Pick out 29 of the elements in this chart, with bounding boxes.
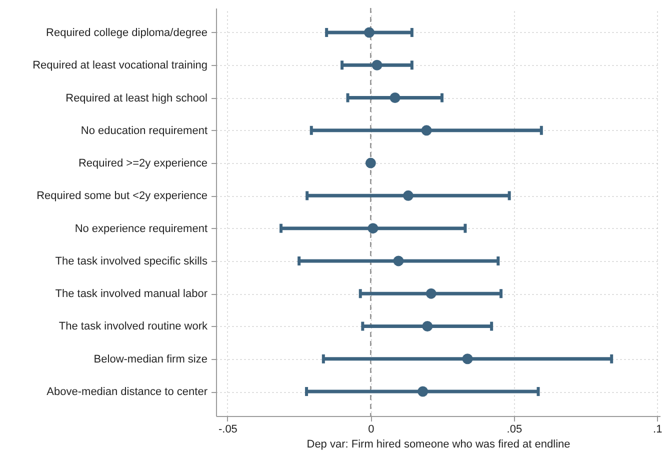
y-tick-label: Above-median distance to center [46, 386, 208, 398]
x-tick-label: -.05 [218, 424, 238, 436]
y-tick-label: No education requirement [80, 124, 208, 137]
point [426, 288, 436, 299]
y-tick-label: The task involved specific skills [55, 255, 208, 268]
point [462, 354, 473, 364]
x-tick-label: .1 [653, 424, 662, 436]
y-tick-label: Required >=2y experience [78, 158, 208, 170]
point [402, 190, 414, 201]
y-tick-label: Required some but <2y experience [36, 190, 208, 202]
point [372, 60, 382, 70]
y-tick-label: Below-median firm size [94, 353, 208, 366]
y-tick-label: Required college diploma/degree [46, 26, 208, 39]
point [364, 27, 374, 38]
point [365, 158, 376, 168]
point [368, 223, 378, 234]
y-tick-label: Required at least vocational training [32, 60, 208, 72]
x-axis-title: Dep var: Firm hired someone who was fired at endline [306, 438, 570, 450]
point [421, 125, 432, 136]
point [422, 321, 433, 332]
y-tick-label: Required at least high school [66, 92, 208, 104]
y-tick-label: The task involved manual labor [55, 288, 208, 300]
x-tick-label: .05 [506, 424, 522, 436]
point [390, 92, 400, 103]
point [418, 386, 428, 397]
y-tick-label: The task involved routine work [58, 320, 208, 333]
y-tick-label: No experience requirement [74, 222, 208, 235]
point [393, 256, 404, 266]
x-tick-label: 0 [368, 424, 374, 436]
